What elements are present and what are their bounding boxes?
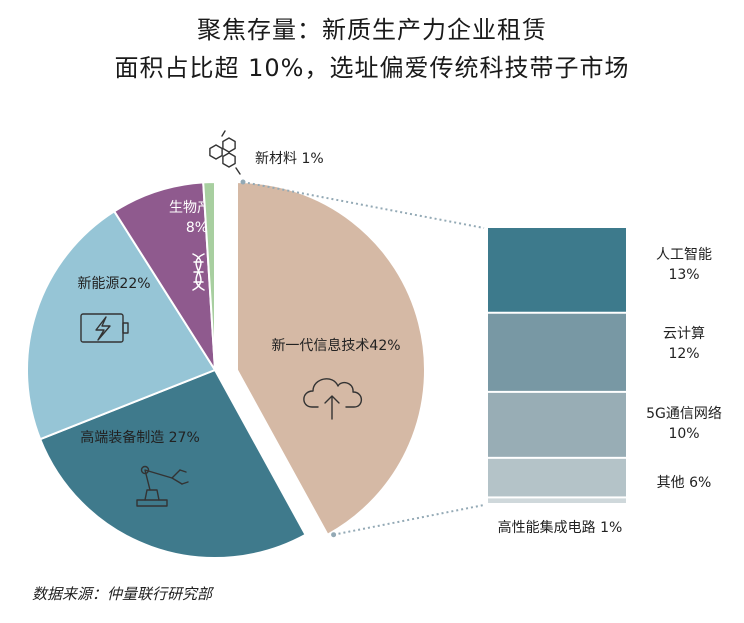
pie-slice-advanced_manufacturing (38, 368, 307, 559)
stacked-bar-chart: 人工智能 13% 云计算 12% 5G通信网络 10% 其他 6% 高性能集成电路 1% (240, 179, 722, 538)
bar-segment-other (488, 458, 626, 497)
connector-top (242, 181, 485, 229)
pie-label-advanced_manufacturing: 高端装备制造 27% (80, 429, 200, 446)
bar-label-cloud: 云计算 (663, 326, 705, 342)
dna-icon (192, 253, 205, 291)
pie-slice-new_material (202, 180, 216, 371)
cloud-upload-icon (303, 378, 363, 420)
bar-label-ic: 高性能集成电路 1% (498, 519, 623, 536)
bar-segment-5g (488, 392, 626, 457)
battery-charging-icon (80, 313, 129, 343)
connector-dot (240, 179, 246, 185)
pie-chart: 新一代信息技术42% 高端装备制造 27% 新能源22% 生物产业 8% 新材料 1% (26, 151, 426, 559)
pie-label-it: 新一代信息技术42% (271, 337, 400, 354)
icons (80, 130, 363, 507)
chart-title-line-1: 聚焦存量：新质生产力企业租赁 (197, 16, 547, 44)
robot-arm-icon (136, 465, 189, 507)
molecule-icon (209, 130, 241, 175)
bar-segment-ai (488, 228, 626, 312)
pie-slice-biotech (112, 181, 216, 371)
pie-label-new_energy: 新能源22% (77, 276, 150, 292)
pie-label-biotech: 生物产业 (169, 200, 225, 216)
pie-label-biotech: 8% (186, 220, 208, 236)
bar-segment-ic (488, 498, 626, 503)
connector-dot (331, 532, 337, 538)
bar-label-5g: 5G通信网络 (646, 406, 722, 422)
bar-label-ai: 人工智能 (656, 247, 712, 263)
bar-segment-cloud (488, 313, 626, 391)
bar-label-cloud: 12% (668, 346, 699, 362)
connector-bottom (333, 504, 485, 536)
pie-label-new_material: 新材料 1% (255, 151, 324, 167)
data-source-note: 数据来源：仲量联行研究部 (32, 585, 213, 603)
chart-title-line-2: 面积占比超 10%，选址偏爱传统科技带子市场 (114, 54, 630, 82)
pie-slice-new_energy (26, 209, 217, 441)
bar-label-ai: 13% (668, 267, 699, 283)
bar-label-5g: 10% (668, 426, 699, 442)
bar-label-other: 其他 6% (657, 475, 712, 491)
